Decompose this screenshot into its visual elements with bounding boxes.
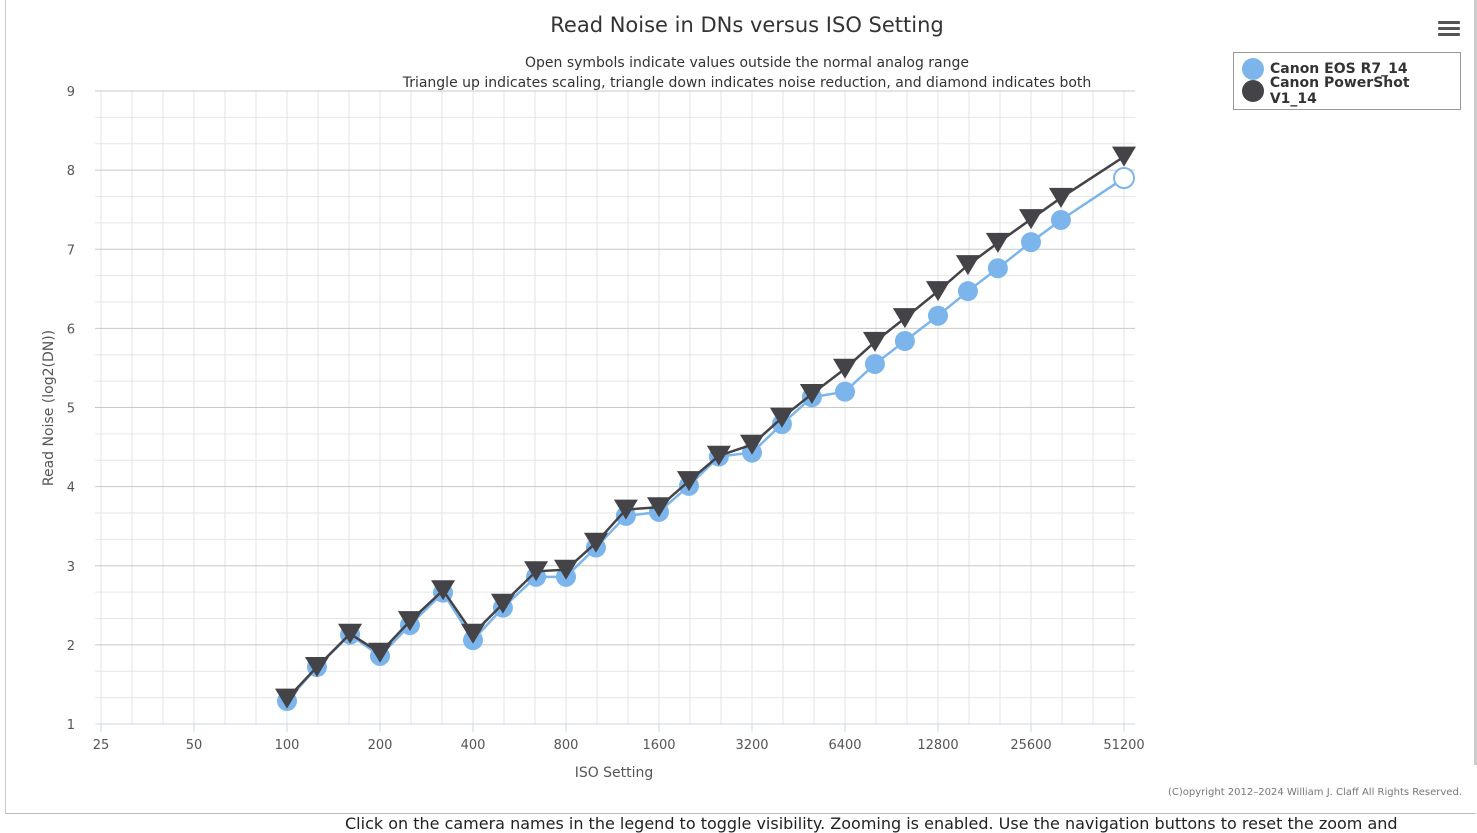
footer-text: Click on the camera names in the legend … xyxy=(345,814,1398,833)
data-point xyxy=(338,623,363,644)
chart-subtitle-line-2: Triangle up indicates scaling, triangle … xyxy=(402,75,1092,91)
data-point xyxy=(461,623,485,644)
data-point xyxy=(1021,232,1041,253)
x-tick-label: 25600 xyxy=(1010,738,1051,753)
data-point xyxy=(368,642,392,663)
legend-item-canon-powershot-v1[interactable]: Canon PowerShot V1_14 xyxy=(1242,75,1460,107)
data-point xyxy=(740,434,764,455)
data-point xyxy=(987,258,1008,279)
legend-label: Canon EOS R7_14 xyxy=(1270,61,1408,77)
data-point xyxy=(676,471,701,492)
y-tick-label: 3 xyxy=(67,560,75,575)
scrollbar[interactable] xyxy=(1474,0,1477,765)
y-tick-label: 2 xyxy=(67,639,75,654)
data-point xyxy=(799,384,824,405)
x-tick-label: 25 xyxy=(93,738,110,753)
y-tick-label: 1 xyxy=(67,718,75,733)
y-tick-label: 8 xyxy=(67,164,75,179)
y-tick-label: 4 xyxy=(67,481,75,496)
chart-subtitle-line-1: Open symbols indicate values outside the… xyxy=(525,55,969,71)
data-point xyxy=(524,561,549,582)
chart-title: Read Noise in DNs versus ISO Setting xyxy=(550,13,943,37)
data-point xyxy=(957,281,978,302)
y-tick-label: 5 xyxy=(67,402,75,417)
data-point xyxy=(862,331,887,352)
data-point xyxy=(554,559,578,580)
circle-marker-icon xyxy=(1242,80,1264,102)
x-tick-label: 200 xyxy=(368,738,393,753)
data-point xyxy=(955,255,980,276)
y-tick-label: 7 xyxy=(67,243,75,258)
y-axis-label: Read Noise (log2(DN)) xyxy=(41,330,57,486)
data-point xyxy=(583,532,608,553)
x-tick-label: 100 xyxy=(275,738,300,753)
y-tick-label: 6 xyxy=(67,322,75,337)
series-1 xyxy=(275,146,1136,709)
data-point xyxy=(985,232,1010,253)
data-point xyxy=(275,688,299,709)
data-point xyxy=(706,445,731,466)
data-point xyxy=(490,593,515,614)
x-tick-label: 1600 xyxy=(642,738,675,753)
legend-item-canon-eos-r7[interactable]: Canon EOS R7_14 xyxy=(1242,58,1408,80)
data-point xyxy=(1048,187,1073,208)
data-point xyxy=(1113,167,1135,190)
y-tick-label: 9 xyxy=(67,85,75,100)
data-point xyxy=(835,381,855,402)
copyright-text: (C)opyright 2012–2024 William J. Claff A… xyxy=(1167,787,1462,798)
x-tick-label: 12800 xyxy=(917,738,958,753)
data-point xyxy=(304,657,329,678)
x-tick-label: 800 xyxy=(554,738,579,753)
data-point xyxy=(892,308,917,329)
data-point xyxy=(894,331,915,352)
x-axis-label: ISO Setting xyxy=(575,765,654,781)
data-point xyxy=(397,611,422,632)
circle-marker-icon xyxy=(1242,58,1264,80)
x-tick-label: 3200 xyxy=(735,738,768,753)
data-point xyxy=(928,305,948,326)
x-tick-label: 400 xyxy=(461,738,486,753)
data-point xyxy=(647,497,671,518)
data-point xyxy=(926,281,950,302)
data-point xyxy=(1019,209,1043,230)
data-point xyxy=(431,580,456,601)
chart-container xyxy=(5,0,1476,814)
x-tick-label: 51200 xyxy=(1103,738,1144,753)
legend: Canon EOS R7_14 Canon PowerShot V1_14 xyxy=(1233,52,1461,110)
data-point xyxy=(1050,209,1071,230)
x-tick-label: 6400 xyxy=(828,738,861,753)
hamburger-menu-icon[interactable] xyxy=(1436,18,1462,40)
data-point xyxy=(613,499,638,520)
data-point xyxy=(833,358,857,379)
x-tick-label: 50 xyxy=(186,738,203,753)
data-point xyxy=(1112,146,1136,167)
data-point xyxy=(769,407,794,428)
legend-label: Canon PowerShot V1_14 xyxy=(1269,75,1410,107)
data-point xyxy=(864,353,885,374)
